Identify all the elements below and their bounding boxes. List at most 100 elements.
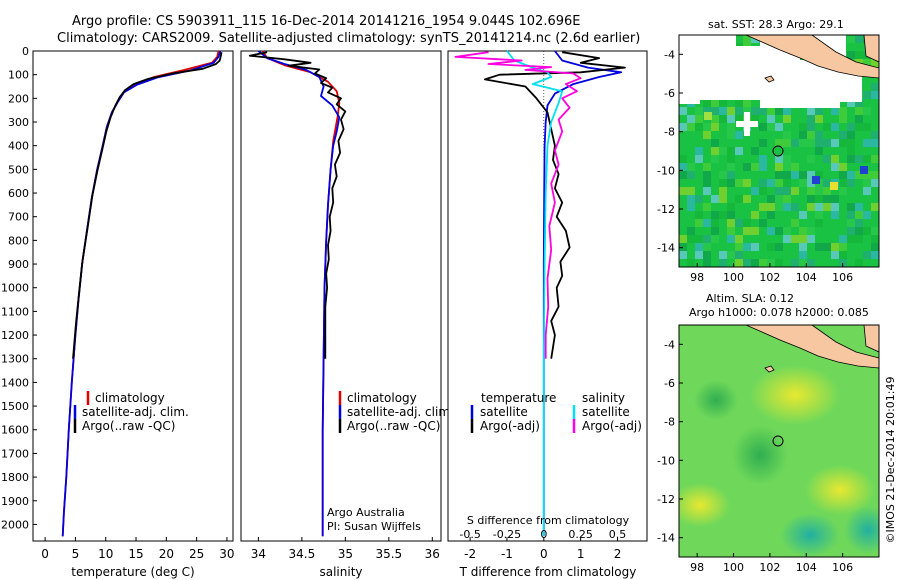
legend-heading-temperature: temperature	[481, 391, 556, 405]
sst-pixel	[831, 107, 839, 115]
y-tick-label: 500	[8, 163, 29, 176]
sst-pixel	[727, 155, 735, 163]
sst-pixel	[703, 163, 711, 171]
sst-pixel	[871, 139, 879, 147]
top-tick-label: 0	[540, 528, 547, 541]
sst-pixel	[751, 107, 759, 115]
sst-pixel	[839, 243, 847, 251]
sst-pixel	[815, 131, 823, 139]
sst-pixel	[695, 147, 703, 155]
sst-pixel	[783, 187, 791, 195]
sst-pixel	[703, 235, 711, 243]
sst-pixel	[743, 163, 751, 171]
sst-pixel	[687, 195, 695, 203]
sst-pixel	[703, 259, 711, 267]
sst-pixel	[719, 171, 727, 179]
x-tick-label: 36	[425, 547, 440, 561]
map-y-tick-label: -10	[657, 164, 675, 177]
sst-pixel	[687, 227, 695, 235]
sst-pixel	[727, 211, 735, 219]
sst-pixel	[727, 115, 735, 123]
sst-pixel	[855, 203, 863, 211]
map-x-tick-label: 106	[832, 561, 853, 574]
sst-pixel	[687, 163, 695, 171]
sst-pixel	[839, 131, 847, 139]
x-tick-label: 2	[614, 547, 622, 561]
sst-pixel	[679, 123, 687, 131]
sst-pixel	[719, 259, 727, 267]
map-y-tick-label: -14	[657, 532, 675, 545]
sst-pixel	[703, 131, 711, 139]
y-tick-label: 800	[8, 234, 29, 247]
sst-pixel	[727, 203, 735, 211]
sst-pixel	[791, 203, 799, 211]
sst-pixel	[831, 211, 839, 219]
sla-map-yticks: -4 -6 -8 -10 -12 -14	[657, 338, 683, 545]
sst-pixel	[775, 107, 783, 115]
sst-pixel	[847, 211, 855, 219]
sst-pixel	[847, 203, 855, 211]
sst-pixel	[863, 171, 871, 179]
sst-pixel	[695, 115, 703, 123]
map-x-tick-label: 104	[796, 271, 817, 284]
sst-pixel	[775, 179, 783, 187]
sst-pixel	[847, 227, 855, 235]
sst-pixel	[863, 227, 871, 235]
x-tick-label: -1	[501, 547, 513, 561]
sst-pixel	[679, 243, 687, 251]
map-x-tick-label: 98	[690, 561, 704, 574]
legend-label-satellite-adj: satellite-adj. clim.	[347, 405, 454, 419]
sst-pixel	[719, 187, 727, 195]
sst-pixel	[847, 219, 855, 227]
sla-high-anomaly	[679, 483, 730, 527]
salinity-axes	[240, 50, 442, 542]
sst-pixel	[735, 147, 743, 155]
x-tick-label: -2	[464, 547, 476, 561]
sst-pixel	[767, 179, 775, 187]
x-tick-label: 30	[219, 547, 234, 561]
x-tick-label: 25	[189, 547, 204, 561]
sst-pixel	[855, 211, 863, 219]
sst-pixel	[847, 147, 855, 155]
sst-pixel	[807, 139, 815, 147]
sst-pixel	[703, 171, 711, 179]
sst-pixel	[871, 83, 879, 91]
y-tick-label: 100	[8, 69, 29, 82]
y-tick-label: 1600	[1, 424, 29, 437]
sst-pixel	[759, 259, 767, 267]
sst-pixel	[839, 171, 847, 179]
sst-pixel	[775, 187, 783, 195]
sst-pixel	[847, 51, 855, 59]
sst-pixel	[679, 107, 687, 115]
sst-pixel	[743, 35, 751, 43]
sst-pixel	[687, 203, 695, 211]
sst-map-panel: sat. SST: 28.3 Argo: 29.1 -4 -6 -8 -10 -12 -1…	[657, 18, 880, 284]
difference-top-ticklabels: -0.5 -0.25 0 0.25 0.5	[459, 528, 626, 541]
sst-pixel	[815, 115, 823, 123]
sst-pixel	[727, 171, 735, 179]
sst-pixel	[863, 123, 871, 131]
sst-pixel	[711, 107, 719, 115]
sst-pixel	[759, 179, 767, 187]
sst-pixel	[719, 211, 727, 219]
sst-pixel	[679, 251, 687, 259]
x-tick-label: 5	[72, 547, 80, 561]
sla-high-anomaly	[750, 365, 840, 425]
sst-pixel	[791, 235, 799, 243]
legend-heading-salinity: salinity	[582, 391, 625, 405]
x-tick-label: 15	[128, 547, 143, 561]
y-tick-label: 300	[8, 116, 29, 129]
y-tick-label: 0	[22, 45, 29, 58]
sst-pixel	[743, 195, 751, 203]
sst-pixel	[687, 187, 695, 195]
y-tick-label: 1800	[1, 471, 29, 484]
sst-pixel	[743, 179, 751, 187]
sst-pixel	[839, 139, 847, 147]
map-y-tick-label: -12	[657, 203, 675, 216]
top-tick-label: -0.25	[493, 528, 521, 541]
sst-pixel	[847, 179, 855, 187]
salinity-legend: climatology satellite-adj. clim. Argo(..…	[338, 391, 454, 433]
sst-pixel	[735, 115, 743, 123]
sst-pixel	[687, 171, 695, 179]
sst-float-marker	[772, 145, 784, 157]
